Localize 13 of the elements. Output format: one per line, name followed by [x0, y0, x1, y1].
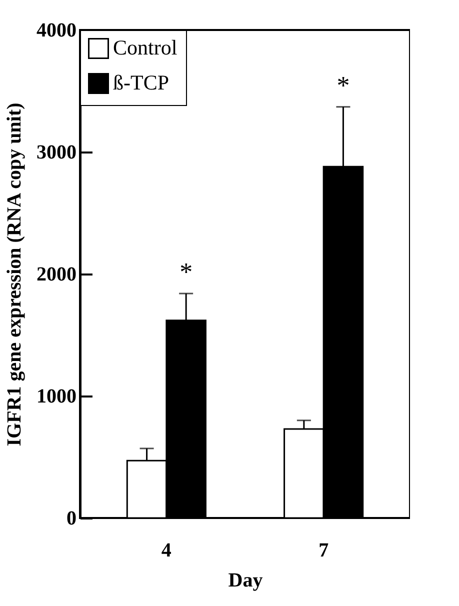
y-tick-label: 3000 — [36, 142, 76, 164]
y-tick-label: 2000 — [36, 264, 76, 286]
x-axis-title: Day — [228, 570, 263, 592]
x-tick-label: 4 — [161, 540, 172, 562]
y-tick-label: 1000 — [36, 386, 76, 408]
annotation: * — [180, 258, 193, 287]
legend-label: Control — [113, 36, 178, 60]
y-tick-label: 4000 — [36, 20, 76, 42]
legend-label: ß-TCP — [113, 70, 170, 94]
y-axis-title: IGFR1 gene expression (RNA copy unit) — [4, 102, 26, 446]
x-tick-label: 7 — [318, 540, 329, 562]
y-tick-label: 0 — [66, 508, 76, 530]
annotation: * — [336, 70, 350, 100]
